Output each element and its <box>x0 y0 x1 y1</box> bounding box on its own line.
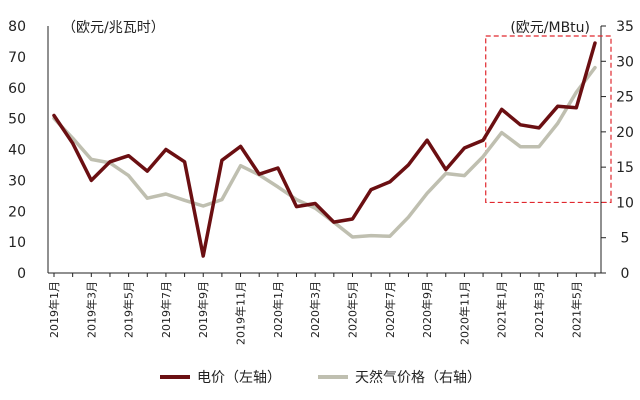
legend-label-electricity: 电价（左轴） <box>197 370 281 386</box>
x-tick-label: 2020年9月 <box>420 281 434 338</box>
left-tick-label: 70 <box>8 50 26 66</box>
left-axis-unit-label: （欧元/兆瓦时） <box>62 20 165 36</box>
left-tick-label: 60 <box>8 81 26 97</box>
right-tick-label: 15 <box>616 160 634 176</box>
x-axis: 2019年1月 2019年3月 2019年5月 2019年7月 2019年9月 2019年… <box>47 272 601 345</box>
left-tick-label: 50 <box>8 112 26 128</box>
right-tick-label: 5 <box>621 231 630 247</box>
left-tick-label: 30 <box>8 173 26 189</box>
right-y-axis: 0 5 10 15 20 25 30 35 <box>600 19 634 282</box>
x-tick-label: 2020年7月 <box>383 281 397 338</box>
right-tick-label: 25 <box>616 90 634 106</box>
x-tick-label: 2019年5月 <box>122 281 136 338</box>
right-tick-label: 30 <box>616 54 634 70</box>
x-tick-label: 2019年1月 <box>47 281 61 338</box>
left-tick-label: 10 <box>8 235 26 251</box>
left-tick-label: 40 <box>8 143 26 159</box>
right-tick-label: 10 <box>616 195 634 211</box>
x-tick-label: 2020年3月 <box>308 281 322 338</box>
left-tick-label: 80 <box>8 19 26 35</box>
right-axis-unit-label: (欧元/MBtu) <box>510 20 590 36</box>
legend: 电价（左轴） 天然气价格（右轴） <box>160 369 481 386</box>
x-tick-label: 2019年11月 <box>234 281 248 345</box>
x-tick-label: 2019年7月 <box>159 281 173 338</box>
left-tick-label: 0 <box>17 266 26 282</box>
left-y-axis: 0 10 20 30 40 50 60 70 80 <box>8 19 49 282</box>
legend-label-natural-gas: 天然气价格（右轴） <box>355 369 481 386</box>
highlight-box <box>485 35 612 204</box>
right-tick-label: 0 <box>621 266 630 282</box>
x-tick-label: 2021年3月 <box>532 281 546 338</box>
left-tick-label: 20 <box>8 204 26 220</box>
x-tick-label: 2020年5月 <box>345 281 359 338</box>
x-tick-label: 2019年3月 <box>84 281 98 338</box>
x-tick-label: 2020年11月 <box>457 281 471 345</box>
right-tick-label: 35 <box>616 19 634 35</box>
x-tick-label: 2020年1月 <box>271 281 285 338</box>
right-tick-label: 20 <box>616 125 634 141</box>
x-tick-label: 2021年1月 <box>495 281 509 338</box>
series-line-electricity <box>52 41 597 258</box>
x-tick-label: 2021年5月 <box>569 281 583 338</box>
series-layer <box>52 41 597 258</box>
x-tick-label: 2019年9月 <box>196 281 210 338</box>
